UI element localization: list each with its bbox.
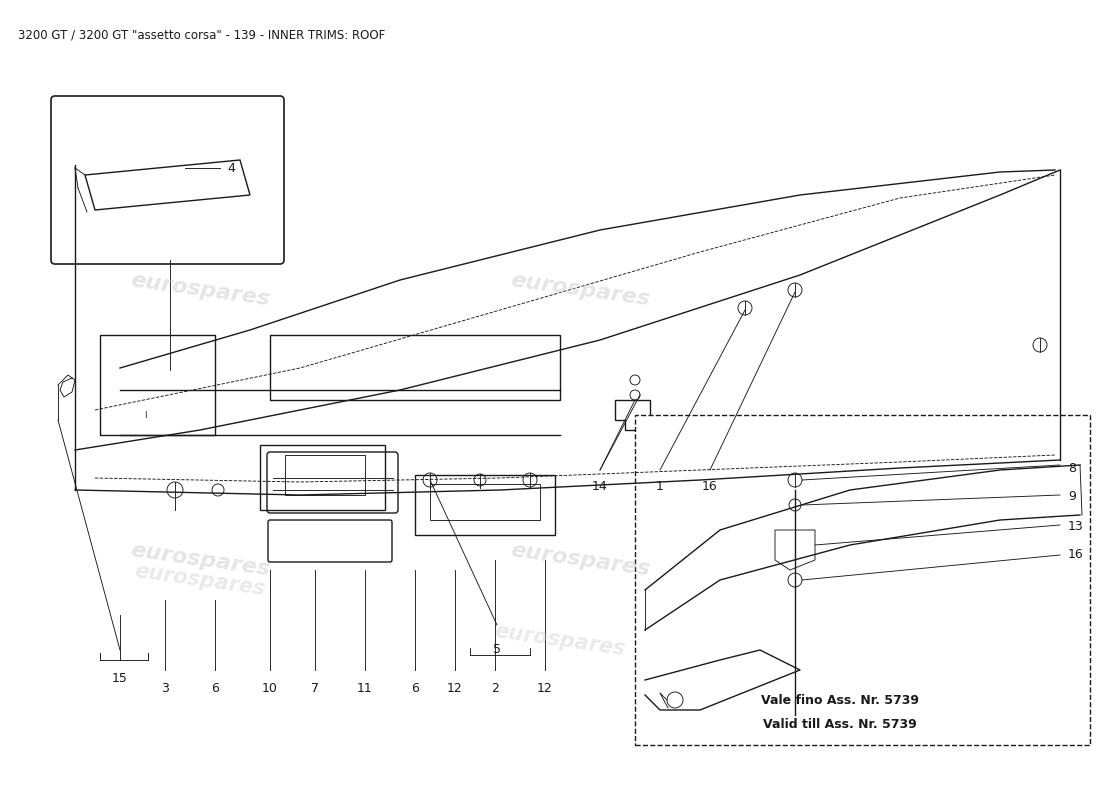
Text: 8: 8 [1068, 462, 1076, 474]
Text: 4: 4 [227, 162, 235, 174]
Text: 9: 9 [1068, 490, 1076, 502]
Text: 3200 GT / 3200 GT "assetto corsa" - 139 - INNER TRIMS: ROOF: 3200 GT / 3200 GT "assetto corsa" - 139 … [18, 28, 385, 41]
Text: 10: 10 [262, 682, 278, 695]
Text: eurospares: eurospares [509, 270, 651, 310]
Text: 16: 16 [702, 480, 718, 493]
Text: I: I [144, 410, 146, 419]
Text: 12: 12 [537, 682, 553, 695]
Text: eurospares: eurospares [493, 621, 627, 659]
Text: 5: 5 [493, 643, 500, 656]
Text: 11: 11 [358, 682, 373, 695]
Text: 6: 6 [411, 682, 419, 695]
Text: 16: 16 [1068, 549, 1084, 562]
Text: Vale fino Ass. Nr. 5739: Vale fino Ass. Nr. 5739 [761, 694, 918, 706]
Text: 14: 14 [592, 480, 608, 493]
Text: Valid till Ass. Nr. 5739: Valid till Ass. Nr. 5739 [763, 718, 917, 731]
Bar [635, 415, 1090, 745]
Text: 1: 1 [656, 480, 664, 493]
Text: eurospares: eurospares [129, 270, 271, 310]
Text: 7: 7 [311, 682, 319, 695]
Text: 13: 13 [1068, 519, 1084, 533]
Text: 15: 15 [112, 672, 128, 685]
Text: eurospares: eurospares [129, 540, 271, 580]
Text: eurospares: eurospares [509, 540, 651, 580]
Text: 3: 3 [161, 682, 169, 695]
Text: 2: 2 [491, 682, 499, 695]
Text: eurospares: eurospares [133, 561, 266, 599]
Text: 12: 12 [447, 682, 463, 695]
Text: 6: 6 [211, 682, 219, 695]
